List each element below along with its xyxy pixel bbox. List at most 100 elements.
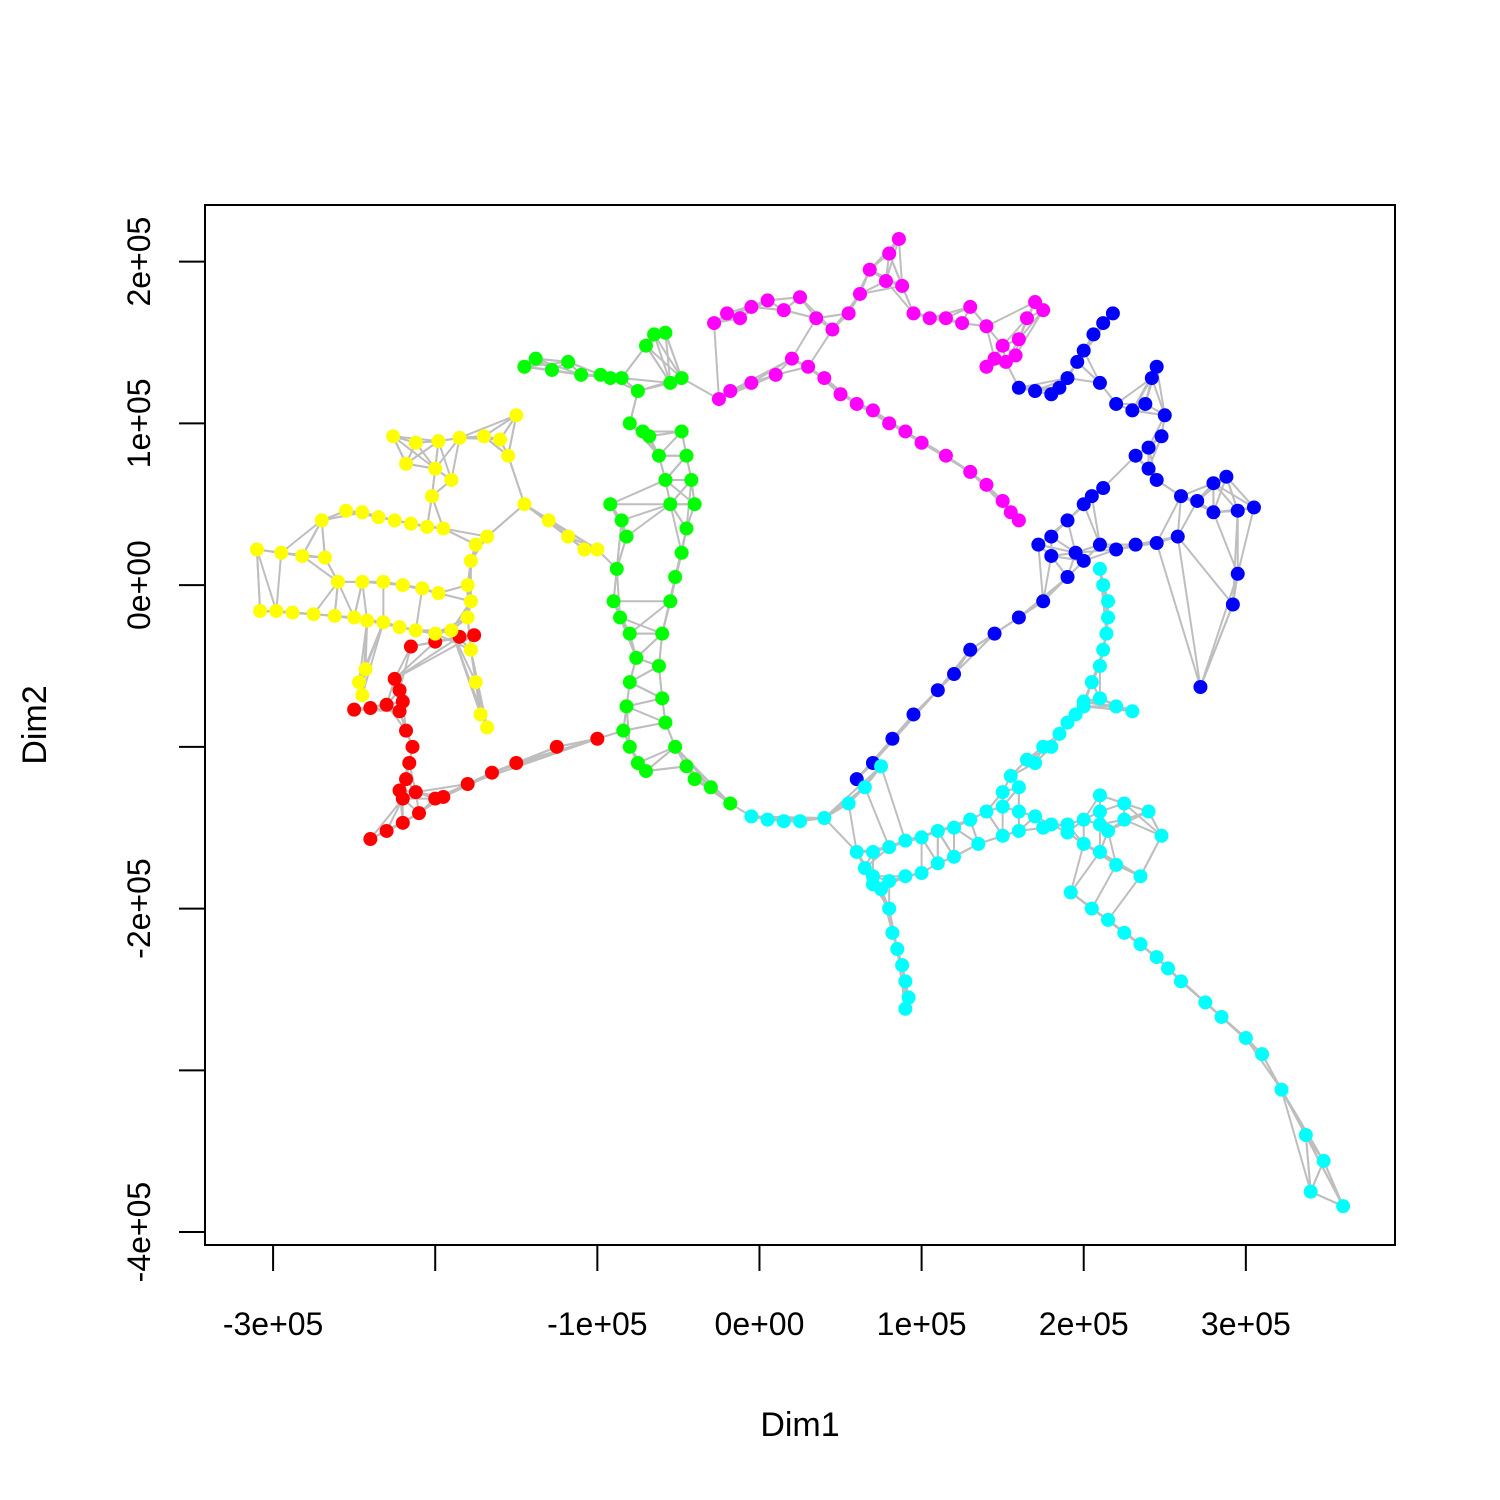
- data-point: [1109, 542, 1124, 557]
- network-edge: [1236, 507, 1255, 575]
- data-point: [882, 874, 897, 889]
- data-point: [622, 675, 637, 690]
- y-tick-label: -4e+05: [121, 1182, 157, 1283]
- data-point: [674, 424, 689, 439]
- data-point: [480, 720, 495, 735]
- data-point: [663, 594, 678, 609]
- data-point: [655, 691, 670, 706]
- data-point: [979, 319, 994, 334]
- data-point: [938, 311, 953, 326]
- data-point: [995, 338, 1010, 353]
- data-point: [541, 513, 556, 528]
- network-edge: [985, 301, 1036, 328]
- data-point: [895, 958, 910, 973]
- data-point: [363, 701, 378, 716]
- data-point: [995, 799, 1010, 814]
- data-point: [463, 642, 478, 657]
- data-point: [890, 942, 905, 957]
- data-point: [1336, 1199, 1351, 1214]
- network-edge: [1090, 864, 1118, 910]
- data-point: [874, 759, 889, 774]
- network-edge: [1155, 542, 1202, 688]
- data-point: [371, 510, 386, 525]
- data-point: [452, 430, 467, 445]
- data-point: [1096, 642, 1111, 657]
- network-edge: [1107, 875, 1142, 921]
- data-point: [468, 675, 483, 690]
- data-point: [405, 739, 420, 754]
- network-edge: [1018, 377, 1068, 389]
- network-edge: [415, 783, 468, 794]
- data-point: [480, 529, 495, 544]
- data-point: [1125, 704, 1140, 719]
- network-edge: [1245, 1037, 1283, 1091]
- data-point: [1154, 429, 1169, 444]
- network-edge: [1212, 482, 1255, 509]
- data-point: [1084, 901, 1099, 916]
- data-point: [679, 521, 694, 536]
- data-point: [1149, 536, 1164, 551]
- data-point: [1086, 327, 1101, 342]
- data-point: [460, 610, 475, 625]
- data-point: [392, 683, 407, 698]
- data-point: [1101, 912, 1116, 927]
- data-point: [1149, 472, 1164, 487]
- data-point: [1190, 493, 1205, 508]
- data-point: [663, 497, 678, 512]
- data-point: [841, 796, 856, 811]
- data-point: [1173, 974, 1188, 989]
- data-point: [1149, 359, 1164, 374]
- data-point: [963, 299, 978, 314]
- data-point: [733, 311, 748, 326]
- network-edge: [625, 503, 671, 538]
- data-point: [1157, 408, 1172, 423]
- data-point: [1060, 570, 1075, 585]
- network-edge: [885, 280, 915, 315]
- network-edge: [364, 621, 385, 670]
- data-point: [352, 675, 367, 690]
- data-point: [898, 1001, 913, 1016]
- data-point: [1173, 489, 1188, 504]
- data-point: [684, 472, 699, 487]
- data-point: [793, 814, 807, 829]
- network-edge: [713, 323, 720, 400]
- data-point: [1303, 1184, 1318, 1199]
- y-tick-label: 0e+00: [121, 540, 157, 630]
- data-point: [614, 371, 629, 386]
- network-edge: [615, 520, 623, 570]
- data-point: [1076, 836, 1091, 851]
- data-point: [663, 375, 678, 390]
- data-point: [1092, 561, 1107, 576]
- data-point: [906, 306, 921, 321]
- data-point: [723, 384, 738, 399]
- data-point: [1133, 869, 1148, 884]
- network-edge: [523, 503, 598, 551]
- network-edge: [523, 503, 585, 551]
- data-point: [885, 925, 900, 940]
- data-point: [467, 628, 482, 643]
- x-tick-label: -1e+05: [547, 1306, 648, 1342]
- network-edge: [255, 549, 278, 612]
- network-edge: [621, 377, 671, 384]
- data-point: [476, 429, 491, 444]
- network-edge: [615, 568, 622, 618]
- data-point: [668, 570, 683, 585]
- data-point: [642, 429, 657, 444]
- data-point: [509, 408, 524, 423]
- data-point: [1141, 440, 1156, 455]
- data-point: [431, 434, 446, 449]
- network-edge: [1280, 1089, 1312, 1192]
- data-point: [1092, 537, 1107, 552]
- data-point: [793, 290, 807, 305]
- data-point: [947, 667, 962, 682]
- data-point: [544, 362, 559, 377]
- data-point: [606, 594, 621, 609]
- data-point: [1101, 594, 1116, 609]
- network-edge: [847, 803, 858, 853]
- y-axis: -4e+05 -2e+05 0e+00 1e+05 2e+05: [121, 217, 206, 1283]
- data-point: [865, 877, 880, 892]
- data-point: [938, 448, 953, 463]
- network-edge: [823, 817, 858, 853]
- data-point: [603, 497, 618, 512]
- data-point: [1011, 332, 1026, 347]
